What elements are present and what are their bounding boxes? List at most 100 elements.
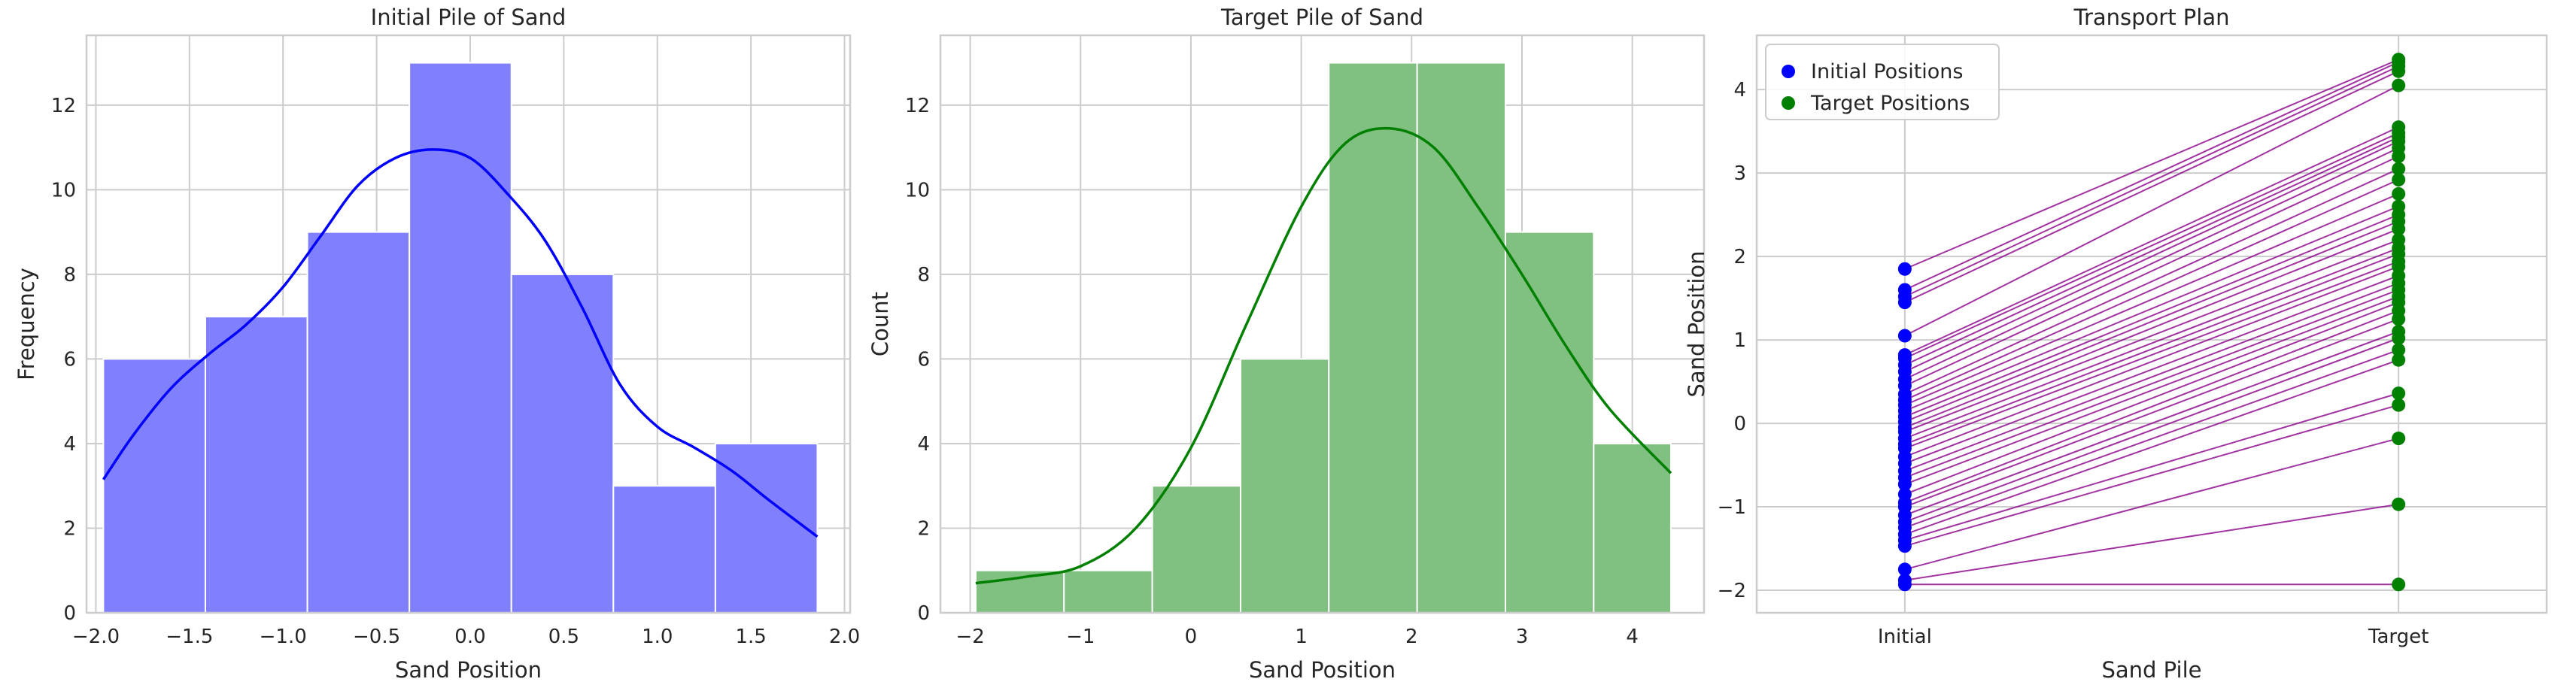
histogram-bar — [1328, 62, 1418, 614]
target-point — [2392, 353, 2406, 367]
y-tick-label: 4 — [1733, 79, 1746, 102]
transport-line — [1904, 205, 2399, 412]
transport-line — [1904, 265, 2399, 458]
target-point — [2392, 162, 2406, 176]
histogram-bar — [409, 62, 512, 614]
transport-line — [1904, 289, 2399, 479]
target-point — [2392, 343, 2406, 357]
transport-line — [1904, 179, 2399, 401]
y-tick-label: 0 — [63, 602, 76, 625]
target-point — [2392, 324, 2406, 338]
transport-line — [1904, 214, 2399, 418]
transport-line — [1904, 147, 2399, 380]
target-point — [2392, 432, 2406, 446]
x-tick-label: 1.5 — [735, 626, 766, 648]
histogram-bar — [1593, 442, 1672, 614]
initial-point — [1897, 348, 1912, 362]
transport-line — [1904, 359, 2399, 535]
x-tick-label: Target — [2368, 626, 2429, 648]
y-tick-label: 6 — [917, 348, 930, 371]
x-tick-label: 3 — [1516, 626, 1529, 648]
transport-line — [1904, 65, 2399, 298]
y-axis-label: Sand Position — [1684, 250, 1709, 397]
target-point — [2392, 186, 2406, 201]
x-tick-label: −1.0 — [260, 626, 307, 648]
target-point — [2392, 199, 2406, 214]
y-tick-label: 1 — [1733, 329, 1746, 352]
target-point — [2392, 173, 2406, 186]
target-point — [2392, 53, 2406, 67]
y-tick-label: 0 — [1733, 413, 1746, 435]
target-point — [2392, 232, 2406, 247]
transport-line — [1904, 136, 2399, 366]
transport-line — [1904, 61, 2399, 291]
transport-line — [1904, 220, 2399, 423]
histogram-bar — [306, 231, 411, 614]
x-tick-label: −1 — [1066, 626, 1095, 648]
x-tick-label: 1.0 — [642, 626, 673, 648]
x-tick-label: 1 — [1295, 626, 1308, 648]
x-axis-label: Sand Position — [395, 657, 542, 683]
x-tick-label: 2 — [1405, 626, 1418, 648]
transport-line — [1904, 156, 2399, 387]
x-tick-label: 4 — [1626, 626, 1639, 648]
y-tick-label: 12 — [51, 95, 76, 117]
histogram-bar — [1063, 569, 1153, 614]
histogram-bar — [1504, 231, 1595, 614]
histogram-bar — [612, 485, 716, 614]
chart-initial-pile: −2.0 −1.5 −1.0 −0.5 0.0 0.5 1.0 1.5 2.0 0 2 4 6 8 10 12… — [14, 5, 860, 683]
axes-frame — [1755, 34, 2548, 614]
x-axis-label: Sand Position — [1249, 657, 1396, 683]
transport-line — [1904, 404, 2399, 547]
x-tick-label: −2.0 — [72, 626, 120, 648]
target-point — [2392, 386, 2406, 401]
transport-line — [1904, 260, 2399, 450]
chart-title: Transport Plan — [2073, 5, 2230, 30]
chart-title: Initial Pile of Sand — [371, 5, 567, 30]
transport-line — [1904, 253, 2399, 445]
initial-point — [1897, 329, 1912, 343]
transport-line — [1904, 310, 2399, 504]
target-point — [2392, 577, 2406, 592]
transport-line — [1904, 59, 2399, 270]
x-tick-label: 0.5 — [548, 626, 579, 648]
transport-line — [1904, 349, 2399, 529]
legend-label: Target Positions — [1810, 92, 1970, 115]
initial-point — [1897, 562, 1912, 577]
target-point — [2392, 120, 2406, 135]
transport-line — [1904, 141, 2399, 373]
y-tick-label: 6 — [63, 348, 76, 371]
x-tick-label: −1.5 — [166, 626, 213, 648]
y-tick-label: 0 — [917, 602, 930, 625]
transport-line — [1904, 331, 2399, 517]
transport-line — [1904, 503, 2399, 581]
y-tick-label: 10 — [905, 179, 930, 202]
x-axis-label: Sand Pile — [2102, 657, 2202, 683]
chart-title: Target Pile of Sand — [1220, 5, 1423, 30]
y-tick-label: −2 — [1718, 580, 1746, 602]
initial-point — [1897, 487, 1912, 502]
transport-line — [1904, 168, 2399, 395]
legend-marker — [1782, 65, 1795, 78]
legend-box — [1765, 44, 2000, 120]
transport-line — [1904, 126, 2399, 356]
x-tick-label: 2.0 — [829, 626, 860, 648]
transport-line — [1904, 192, 2399, 406]
histogram-bar — [1239, 358, 1330, 614]
target-point — [2392, 497, 2406, 511]
y-tick-label: 12 — [905, 95, 930, 117]
x-tick-label: 0.0 — [454, 626, 485, 648]
initial-point — [1897, 262, 1912, 276]
y-tick-label: 4 — [917, 433, 930, 456]
y-tick-label: 8 — [917, 264, 930, 286]
y-tick-label: 2 — [1733, 246, 1746, 268]
transport-line — [1904, 274, 2399, 465]
kde-curve — [102, 148, 819, 538]
x-tick-label: −2 — [955, 626, 984, 648]
histogram-bar — [204, 316, 308, 614]
x-tick-label: Initial — [1878, 626, 1932, 648]
transport-line — [1904, 438, 2399, 571]
target-point — [2392, 398, 2406, 412]
